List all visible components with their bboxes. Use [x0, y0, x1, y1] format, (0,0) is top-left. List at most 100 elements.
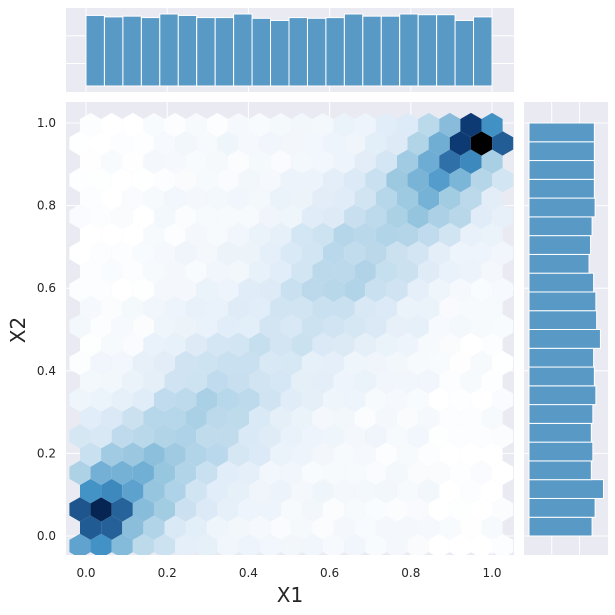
hexbin-cell: [291, 222, 313, 248]
hexbin-cell: [344, 424, 366, 449]
hexbin-cell: [449, 167, 471, 193]
hexbin-cell: [217, 387, 239, 412]
hexbin-cell: [407, 167, 429, 193]
hexbin-cell: [375, 369, 397, 394]
hexbin-cell: [143, 369, 165, 394]
hexbin-cell: [418, 112, 440, 138]
hexbin-cell: [122, 112, 144, 138]
hexbin-cell: [69, 424, 91, 449]
hexbin-cell: [164, 405, 186, 431]
hexbin-cell: [354, 259, 376, 284]
hexbin-cell: [312, 442, 334, 467]
hexbin-cell: [132, 350, 154, 376]
hexbin-cell: [449, 277, 471, 302]
y-tick-label: 0.2: [37, 446, 56, 460]
hexbin-cell: [470, 131, 493, 156]
top-hist-bar: [103, 16, 124, 87]
hexbin-cell: [196, 497, 218, 522]
hexbin-cell: [259, 204, 281, 229]
hexbin-cell: [460, 222, 482, 248]
hexbin-cell: [386, 277, 408, 302]
hexbin-cell: [312, 222, 334, 248]
hexbin-cell: [69, 204, 91, 229]
hexbin-cell: [291, 332, 313, 357]
hexbin-cell: [175, 241, 197, 266]
hexbin-cell: [460, 442, 482, 467]
hexbin-cell: [249, 369, 271, 394]
top-hist-bar: [473, 16, 493, 87]
right-hist-bar: [528, 404, 594, 424]
hexbin-cell: [101, 478, 123, 504]
right-hist-bar: [528, 422, 592, 443]
hexbin-cell: [396, 405, 419, 431]
hexbin-cell: [460, 478, 482, 504]
hexbin-cell: [206, 222, 228, 248]
hexbin-cell: [122, 478, 144, 504]
hexbin-cell: [238, 387, 260, 412]
hexbin-cell: [428, 131, 450, 156]
hexbin-cell: [217, 314, 239, 339]
x-axis-ticks: 0.0 0.2 0.4 0.6 0.8 1.0: [76, 566, 501, 580]
hexbin-cell: [153, 424, 176, 449]
hexbin-cell: [312, 186, 334, 211]
hexbin-cell: [470, 241, 493, 266]
hexbin-cell: [301, 497, 324, 522]
hexbin-cell: [481, 222, 503, 248]
hexbin-cell: [354, 149, 376, 174]
hexbin-cell: [249, 259, 271, 284]
hexbin-cell: [143, 405, 165, 431]
right-marginal-histogram: [524, 102, 608, 555]
hexbin-cell: [333, 478, 355, 504]
hexbin-cell: [227, 222, 250, 248]
hexbin-cell: [333, 405, 355, 431]
hexbin-cell: [270, 369, 292, 394]
hexbin-cell: [280, 533, 302, 555]
hexbin-cell: [418, 405, 440, 431]
hexbin-cell: [291, 295, 313, 321]
hexbin-cell: [481, 186, 503, 211]
hexbin-cell: [164, 442, 186, 467]
hexbin-cell: [175, 277, 197, 302]
hexbin-cell: [280, 277, 302, 302]
hexbin-cell: [270, 222, 292, 248]
hexbin-cell: [206, 332, 228, 357]
hexbin-cell: [323, 277, 345, 302]
hexbin-cell: [407, 314, 429, 339]
hexbin-cell: [418, 515, 440, 540]
hexbin-cell: [396, 149, 419, 174]
hexbin-cell: [460, 515, 482, 540]
hexbin-cell: [396, 112, 419, 138]
right-hist-bar: [528, 366, 595, 387]
hexbin-cell: [249, 515, 271, 540]
hexbin-cell: [386, 387, 408, 412]
hexbin-cell: [101, 222, 123, 248]
hexbin-cell: [354, 405, 376, 431]
hexbin-cell: [354, 515, 376, 540]
hexbin-cell: [185, 515, 207, 540]
hexbin-cell: [164, 369, 186, 394]
hexbin-cell: [206, 149, 228, 174]
hexbin-cell: [111, 533, 133, 555]
hexbin-cell: [323, 314, 345, 339]
hexbin-cell: [312, 515, 334, 540]
hexbin-cell: [122, 442, 144, 467]
hexbin-cell: [122, 515, 144, 540]
hexbin-cell: [227, 442, 250, 467]
hexbin-cell: [153, 460, 176, 485]
hexbin-cell: [206, 295, 228, 321]
hexbin-cell: [323, 204, 345, 229]
hexbin-cell: [270, 149, 292, 174]
right-hist-bar: [528, 122, 595, 143]
hexbin-cell: [227, 405, 250, 431]
hexbin-cell: [365, 204, 387, 229]
top-hist-bar: [85, 14, 105, 87]
hexbin-cell: [122, 259, 144, 284]
hexbin-cell: [439, 259, 461, 284]
right-hist-bar: [528, 216, 593, 237]
hexbin-cell: [238, 131, 260, 156]
hexbin-cell: [396, 332, 419, 357]
hexbin-cell: [354, 112, 376, 138]
hexbin-cell: [122, 369, 144, 394]
hexbin-cell: [428, 277, 450, 302]
hexbin-cell: [386, 131, 408, 156]
